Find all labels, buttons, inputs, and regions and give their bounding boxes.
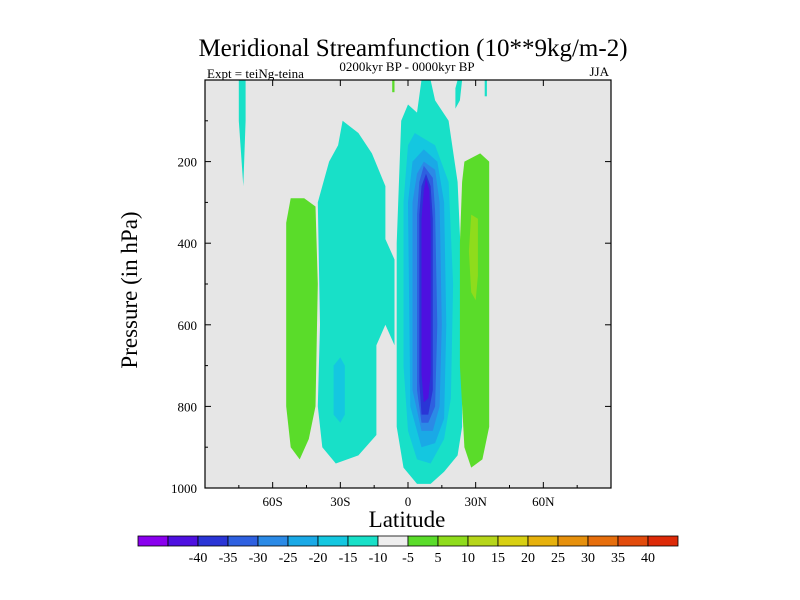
y-axis-label: Pressure (in hPa) <box>117 211 142 368</box>
colorbar-swatch-2 <box>197 535 229 547</box>
colorbar-label-13: 30 <box>581 551 595 566</box>
colorbar-swatch-3 <box>227 535 259 547</box>
colorbar-label-14: 35 <box>611 551 625 566</box>
colorbar-label-3: -25 <box>279 551 298 566</box>
x-tick-label-3: 30N <box>464 494 487 509</box>
colorbar-swatch-0 <box>137 535 169 547</box>
x-tick-label-2: 0 <box>405 494 412 509</box>
y-tick-label-3: 800 <box>178 399 198 414</box>
colorbar-label-0: -40 <box>189 551 208 566</box>
colorbar-swatch-13 <box>527 535 559 547</box>
colorbar-swatch-16 <box>617 535 649 547</box>
colorbar-label-6: -10 <box>369 551 388 566</box>
colorbar-label-15: 40 <box>641 551 655 566</box>
colorbar-swatch-10 <box>437 535 469 547</box>
period-label: 0200kyr BP - 0000kyr BP <box>339 59 474 74</box>
colorbar-label-10: 15 <box>491 551 505 566</box>
y-tick-label-4: 1000 <box>171 481 197 496</box>
contour-region-11 <box>421 177 431 403</box>
colorbar-label-1: -35 <box>219 551 238 566</box>
x-tick-label-0: 60S <box>263 494 283 509</box>
y-tick-label-1: 400 <box>178 236 198 251</box>
colorbar-swatch-9 <box>407 535 439 547</box>
colorbar-swatch-17 <box>647 535 679 547</box>
colorbar-label-11: 20 <box>521 551 535 566</box>
experiment-label: Expt = teiNg-teina <box>207 66 304 81</box>
colorbar-swatch-12 <box>497 535 529 547</box>
contour-region-12 <box>286 198 318 460</box>
colorbar-swatch-6 <box>317 535 349 547</box>
contour-region-4 <box>455 80 463 109</box>
colorbar: -40 -35 -30 -25 -20 -15 -10 -5 5 10 15 20 25 30 35 40 <box>137 535 679 566</box>
season-label: JJA <box>589 64 609 79</box>
colorbar-swatch-7 <box>347 535 379 547</box>
colorbar-label-7: -5 <box>402 551 414 566</box>
chart-title: Meridional Streamfunction (10**9kg/m-2) <box>198 35 627 62</box>
colorbar-swatch-4 <box>257 535 289 547</box>
y-tick-label-2: 600 <box>178 318 198 333</box>
colorbar-swatch-14 <box>557 535 589 547</box>
colorbar-label-12: 25 <box>551 551 565 566</box>
colorbar-swatch-8 <box>377 535 409 547</box>
colorbar-label-4: -20 <box>309 551 328 566</box>
colorbar-label-8: 5 <box>435 551 442 566</box>
x-tick-label-1: 30S <box>330 494 350 509</box>
contour-region-14 <box>459 153 490 468</box>
y-axis: 200 400 600 800 1000 <box>171 120 611 496</box>
x-axis: 60S 30S 0 30N 60N <box>238 80 578 509</box>
colorbar-label-5: -15 <box>339 551 358 566</box>
x-tick-label-4: 60N <box>532 494 555 509</box>
y-tick-label-0: 200 <box>178 155 198 170</box>
contour-region-2 <box>333 357 345 423</box>
contour-region-5 <box>484 80 487 97</box>
colorbar-swatch-11 <box>467 535 499 547</box>
contour-region-13 <box>392 80 395 93</box>
colorbar-swatch-15 <box>587 535 619 547</box>
colorbar-label-9: 10 <box>461 551 475 566</box>
x-axis-label: Latitude <box>369 507 446 532</box>
colorbar-label-2: -30 <box>249 551 268 566</box>
contour-fill-layer <box>238 80 490 484</box>
colorbar-swatch-5 <box>287 535 319 547</box>
contour-region-15 <box>468 214 478 301</box>
contour-region-0 <box>238 80 246 187</box>
colorbar-swatch-1 <box>167 535 199 547</box>
